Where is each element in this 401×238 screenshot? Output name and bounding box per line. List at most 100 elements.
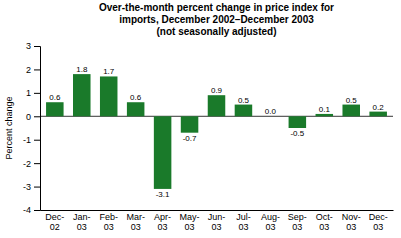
y-tick-mark [34, 210, 40, 211]
x-tick-label-line: 03 [265, 222, 275, 232]
bar [181, 116, 199, 132]
x-tick: Apr-03 [154, 212, 171, 231]
data-label: 0.1 [319, 105, 331, 114]
x-tick-label: Jul-03 [236, 212, 251, 231]
x-tick-label-line: 03 [131, 222, 141, 232]
x-tick-label-line: 03 [373, 222, 383, 232]
y-tick-label: 0 [26, 112, 31, 122]
x-tick-label-line: 03 [104, 222, 114, 232]
x-tick-label: Nov-03 [342, 212, 361, 231]
x-tick: May-03 [180, 212, 200, 231]
data-label: 0.5 [346, 96, 358, 105]
y-tick-label: 2 [26, 65, 31, 75]
bar [127, 102, 145, 116]
x-tick-label-line: 03 [292, 222, 302, 232]
y-tick: -4 [23, 205, 40, 215]
x-axis: Dec-02 Jan-03 Feb-03 Mar-03 Apr-03 May-03 Jun-… [41, 211, 394, 232]
y-tick: -1 [23, 135, 40, 145]
x-tick-label: Aug-03 [261, 212, 280, 231]
x-tick: Aug-03 [261, 212, 280, 231]
bar [46, 102, 64, 116]
x-tick-label: Dec-03 [369, 212, 388, 231]
y-axis-line [34, 47, 41, 211]
data-label: 0.2 [373, 103, 385, 112]
x-tick: Dec-03 [369, 212, 388, 231]
x-tick-label: Dec-02 [45, 212, 64, 231]
y-tick: 1 [26, 88, 40, 98]
title: Over-the-month percent change in price i… [99, 2, 334, 37]
x-tick: Oct-03 [316, 212, 333, 231]
y-tick-label: -3 [23, 182, 31, 192]
y-tick-mark [34, 187, 40, 188]
x-tick-label: Jan-03 [73, 212, 91, 231]
x-tick-label: Apr-03 [154, 212, 171, 231]
x-tick-label-line: 03 [319, 222, 329, 232]
y-tick-label: -2 [23, 159, 31, 169]
plot: -4 -3 -2 -1 0 1 2 3 Dec-02 Jan-03 Feb-03 Mar-03 Apr-… [23, 41, 394, 231]
bar [100, 76, 118, 116]
x-tick-label: Feb-03 [99, 212, 118, 231]
y-tick: -2 [23, 159, 40, 169]
x-tick-label-line: 03 [346, 222, 356, 232]
x-tick: Feb-03 [99, 212, 118, 231]
x-axis-line [41, 210, 394, 211]
x-tick: Dec-02 [45, 212, 64, 231]
bar [235, 105, 253, 117]
y-tick-mark [34, 116, 40, 117]
y-tick-label: 3 [26, 41, 31, 51]
bar [316, 114, 334, 116]
data-label: 0.9 [211, 86, 223, 95]
bar [369, 112, 387, 117]
y-tick: 0 [26, 112, 40, 122]
x-tick-label-line: 03 [185, 222, 195, 232]
x-tick-label: May-03 [180, 212, 200, 231]
y-axis: -4 -3 -2 -1 0 1 2 3 [23, 41, 41, 215]
y-axis-title: Percent change [4, 96, 14, 159]
x-tick-label-line: 03 [158, 222, 168, 232]
data-label: -0.7 [183, 134, 197, 143]
x-tick: Sep-03 [288, 212, 307, 231]
y-tick-label: -4 [23, 205, 31, 215]
bar [154, 116, 172, 189]
data-label: 1.8 [76, 65, 88, 74]
x-tick: Mar-03 [126, 212, 145, 231]
title-line: Over-the-month percent change in price i… [99, 2, 334, 13]
x-tick: Jan-03 [73, 212, 91, 231]
title-line: imports, December 2002–December 2003 [119, 14, 314, 25]
data-label: 0.6 [49, 93, 61, 102]
x-tick-label-line: 02 [50, 222, 60, 232]
bar [289, 116, 307, 128]
x-tick-label-line: 03 [211, 222, 221, 232]
data-label: -0.5 [290, 129, 304, 138]
x-tick-label-line: 03 [238, 222, 248, 232]
y-tick-label: -1 [23, 135, 31, 145]
y-tick-label: 1 [26, 88, 31, 98]
x-tick-label: Mar-03 [126, 212, 145, 231]
data-label: 0.6 [130, 93, 142, 102]
data-label: 1.7 [103, 67, 115, 76]
x-tick-label-line: 03 [77, 222, 87, 232]
bar [73, 74, 91, 116]
data-labels: 0.6 1.8 1.7 0.6 -3.1 -0.7 0.9 0.5 0.0 -0.5 0.1 0.5 0… [49, 65, 384, 199]
title-line: (not seasonally adjusted) [156, 26, 276, 37]
x-tick-label: Jun-03 [208, 212, 226, 231]
y-tick: 2 [26, 65, 40, 75]
x-tick: Nov-03 [342, 212, 361, 231]
bar [208, 95, 226, 116]
x-tick: Jun-03 [208, 212, 226, 231]
chart: Over-the-month percent change in price i… [0, 0, 401, 238]
data-label: 0.0 [265, 107, 277, 116]
y-tick-mark [34, 46, 40, 47]
x-tick-label: Sep-03 [288, 212, 307, 231]
x-tick-label: Oct-03 [316, 212, 333, 231]
y-tick: 3 [26, 41, 40, 51]
y-tick-mark [34, 69, 40, 70]
y-tick-mark [34, 140, 40, 141]
data-label: 0.5 [238, 96, 250, 105]
bar [342, 105, 360, 117]
y-tick: -3 [23, 182, 40, 192]
bars [46, 74, 387, 189]
y-tick-mark [34, 163, 40, 164]
y-tick-mark [34, 93, 40, 94]
data-label: -3.1 [156, 190, 170, 199]
